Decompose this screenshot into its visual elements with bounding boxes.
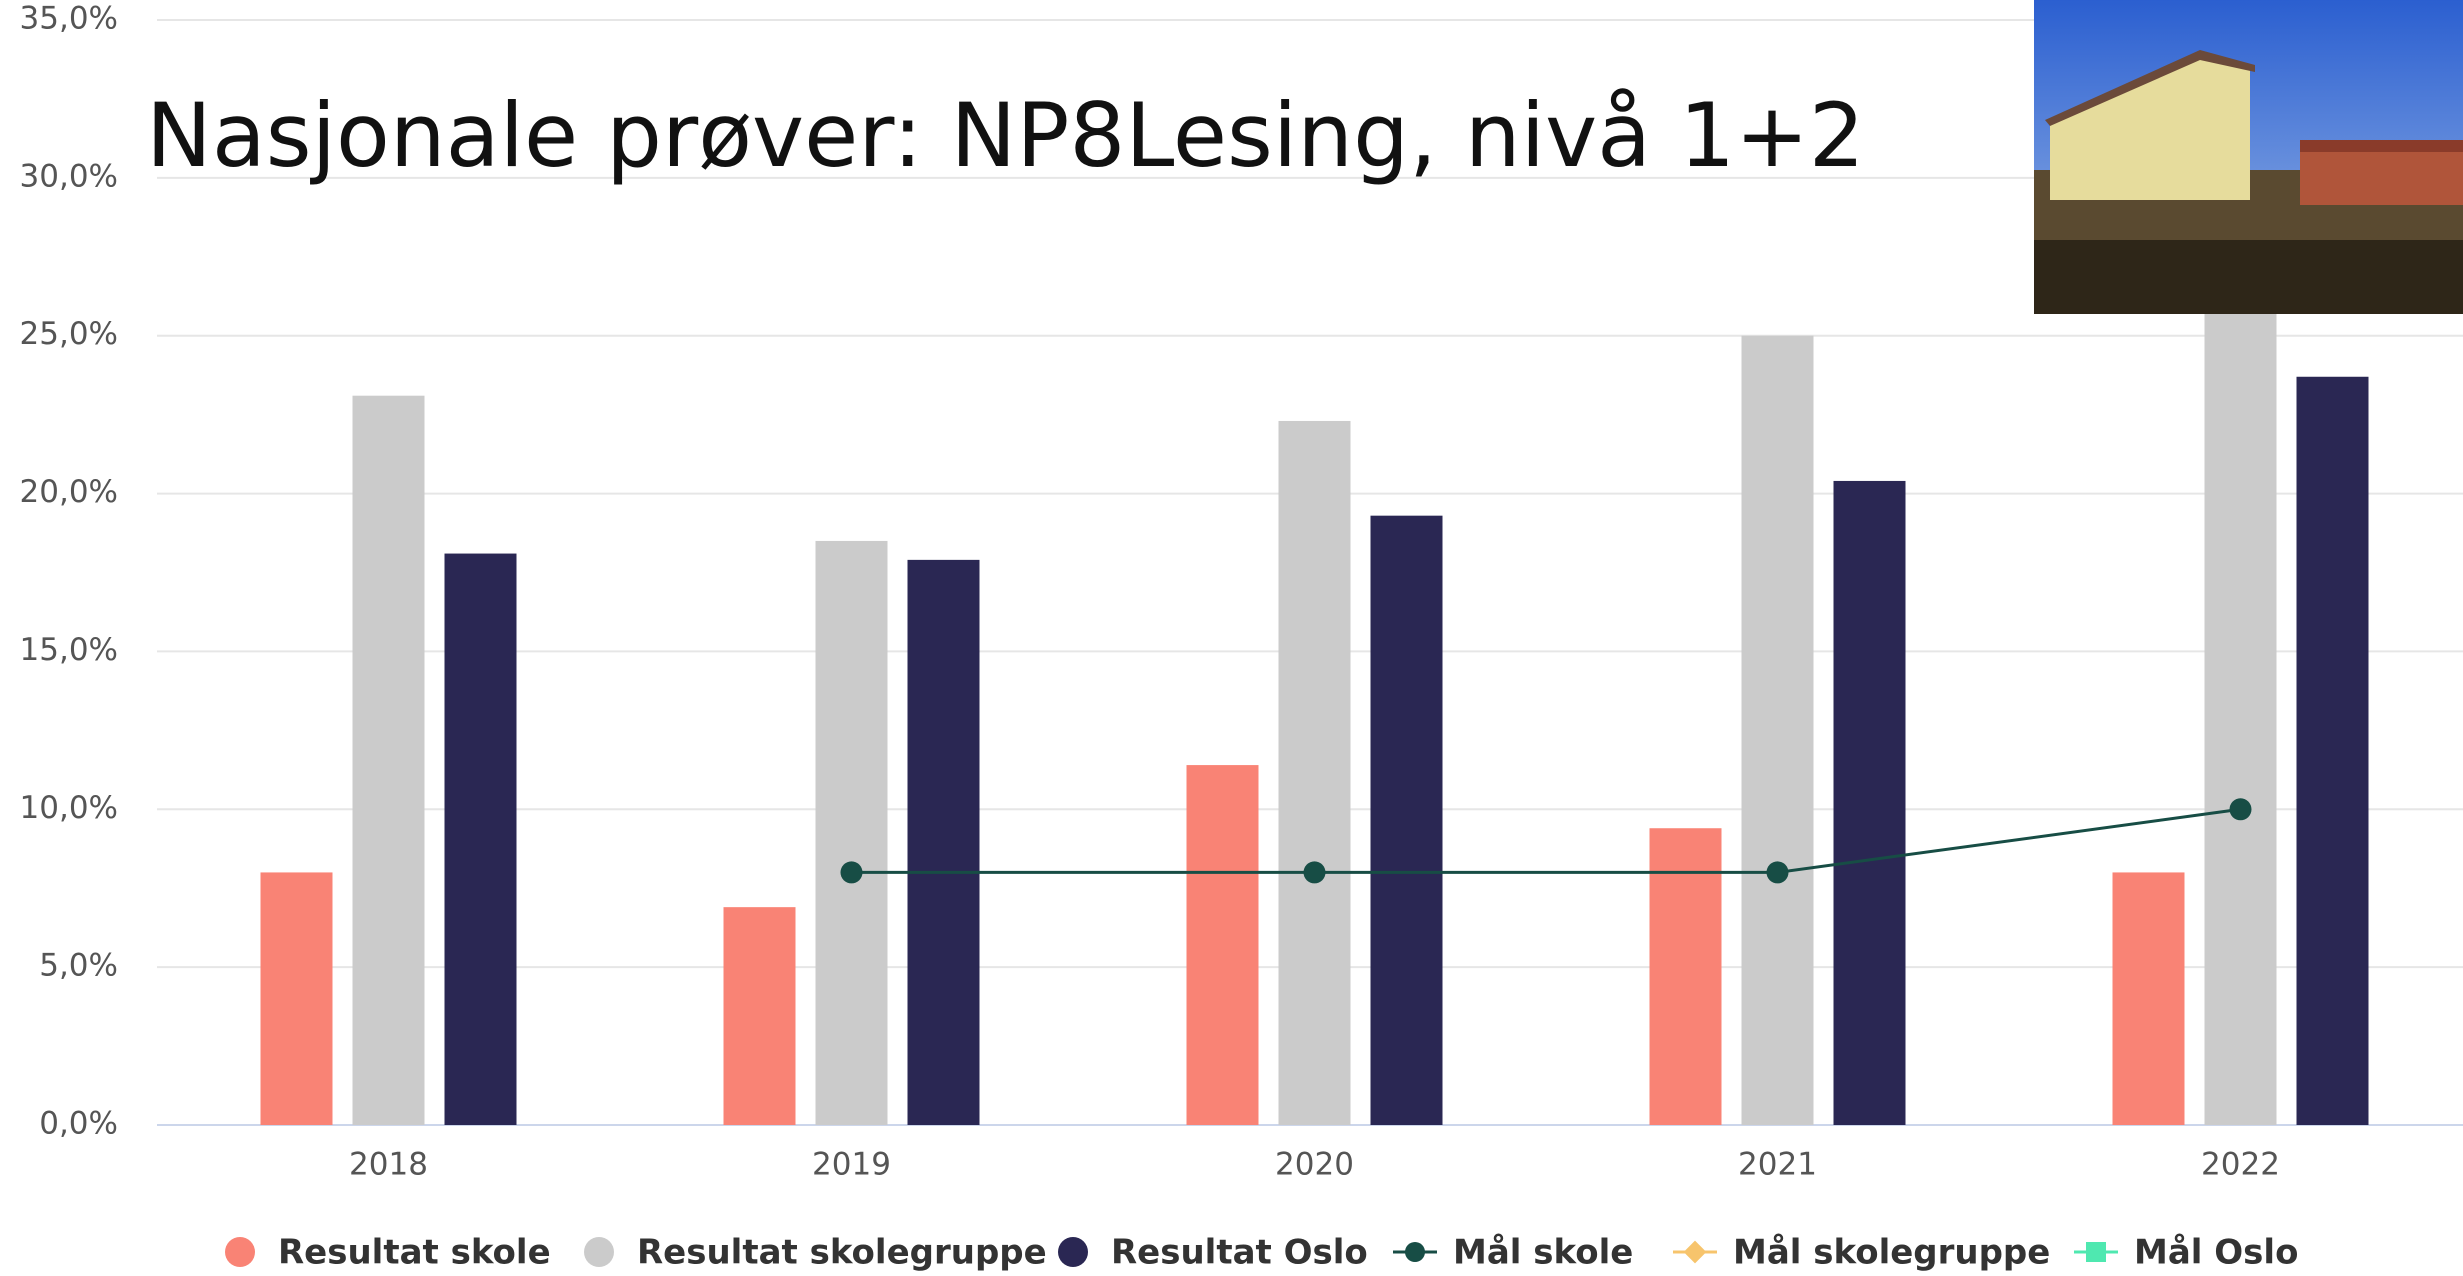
legend-label: Mål Oslo xyxy=(2134,1233,2298,1273)
x-tick-label: 2020 xyxy=(1275,1147,1354,1183)
line-point xyxy=(1303,861,1326,884)
bar xyxy=(2296,376,2369,1125)
legend-label: Mål skolegruppe xyxy=(1733,1233,2050,1273)
line-point xyxy=(2229,798,2252,821)
bar xyxy=(815,540,888,1125)
y-tick-label: 5,0% xyxy=(39,948,118,984)
plot-area: 0,0% 5,0% 10,0% 15,0% 20,0% 25,0% 30,0% 35,0% 20… xyxy=(20,1,2463,1183)
bar xyxy=(907,559,980,1125)
y-tick-label: 25,0% xyxy=(20,316,118,352)
line-point xyxy=(840,861,863,884)
y-tick-label: 10,0% xyxy=(20,790,118,826)
x-tick-label: 2021 xyxy=(1738,1147,1817,1183)
y-tick-label: 35,0% xyxy=(20,1,118,37)
bar xyxy=(352,395,425,1125)
line xyxy=(851,807,2241,874)
bar xyxy=(260,872,333,1125)
legend-swatch xyxy=(1058,1237,1088,1267)
legend-swatch xyxy=(584,1237,614,1267)
bar xyxy=(2204,272,2277,1126)
legend-label: Resultat Oslo xyxy=(1111,1233,1368,1273)
line-point xyxy=(1766,861,1789,884)
y-tick-label: 15,0% xyxy=(20,632,118,668)
bar xyxy=(1741,335,1814,1125)
legend-swatch xyxy=(1405,1242,1425,1262)
legend-swatch xyxy=(2086,1242,2106,1262)
legend-swatch xyxy=(1683,1240,1707,1264)
x-tick-label: 2019 xyxy=(812,1147,891,1183)
school-photo xyxy=(2034,0,2463,314)
legend-label: Resultat skolegruppe xyxy=(637,1233,1047,1273)
bar xyxy=(723,907,796,1125)
legend-swatch xyxy=(225,1237,255,1267)
chart-title: Nasjonale prøver: NP8Lesing, nivå 1+2 xyxy=(146,84,1865,187)
bar xyxy=(444,553,517,1125)
x-tick-label: 2018 xyxy=(349,1147,428,1183)
bar xyxy=(1833,480,1906,1125)
y-tick-label: 20,0% xyxy=(20,474,118,510)
legend-label: Mål skole xyxy=(1453,1233,1633,1273)
y-tick-label: 30,0% xyxy=(20,158,118,194)
y-tick-label: 0,0% xyxy=(39,1106,118,1142)
x-tick-label: 2022 xyxy=(2201,1147,2280,1183)
legend-label: Resultat skole xyxy=(278,1233,551,1273)
bar xyxy=(1649,828,1722,1125)
bar xyxy=(1278,420,1351,1125)
bar xyxy=(2112,872,2185,1125)
bar xyxy=(1186,765,1259,1125)
bar xyxy=(1370,515,1443,1125)
